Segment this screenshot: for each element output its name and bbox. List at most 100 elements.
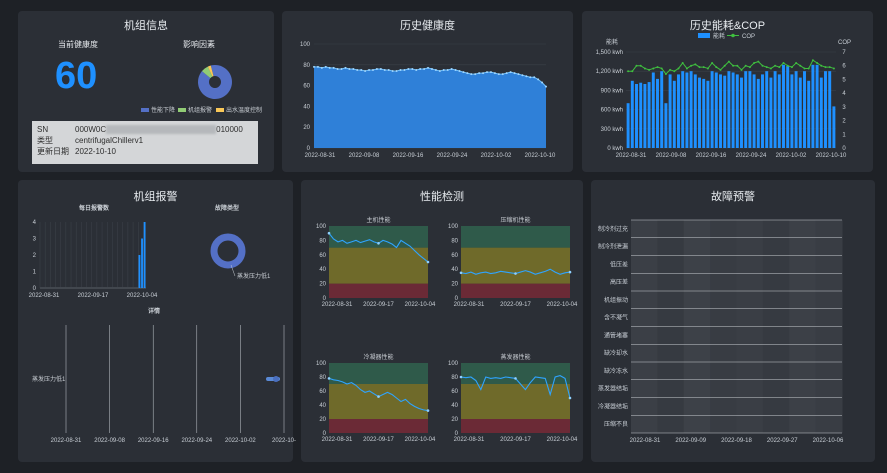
energy-bar [761,74,764,148]
energy-bar [727,71,731,148]
y-tick-label: 80 [451,375,458,381]
cop-point [753,61,756,64]
factor-slice [198,65,233,99]
energy-bar [798,77,802,148]
performance-charts: 主机性能 0 20 40 60 80 100 2022-08-31 2022-09-17 2022… [316,216,578,443]
cop-point [660,67,663,70]
energy-bar [824,71,827,148]
y-tick-label: 80 [319,238,326,244]
cop-point [656,66,659,69]
health-point [497,73,500,76]
energy-bar [731,72,735,148]
health-label: 当前健康度 [58,40,98,49]
fault-warning-title: 故障预警 [711,191,755,203]
x-tick-label: 2022-09-17 [500,437,531,443]
y-tick-label: 40 [303,104,310,110]
y-tick-label: 0 [33,286,37,292]
cop-point [664,72,667,75]
y-right-tick-label: 2 [842,119,846,125]
health-point [450,67,453,70]
cop-point [732,64,735,67]
health-point [364,70,367,73]
cop-point [711,61,714,64]
health-point [493,72,496,75]
y-right-tick-label: 4 [842,91,846,97]
energy-bar [685,72,689,148]
x-tick-label: 2022-10-04 [405,437,436,443]
fault-type-label: 蒸发压力低1 [237,272,271,280]
y-left-tick-label: 300 kwh [601,127,623,133]
y-tick-label: 100 [448,361,459,367]
y-tick-label: 60 [319,253,326,259]
x-tick-label: 2022-08-31 [322,437,353,443]
health-point [340,67,343,70]
health-point [316,65,319,68]
energy-bar [811,64,815,148]
y-left-tick-label: 1,500 kwh [596,50,623,56]
health-point [533,76,536,79]
y-tick-label: 0 [307,146,311,152]
health-point [320,66,323,69]
y-left-tick-label: 1,200 kwh [596,69,623,75]
y-tick-label: 60 [451,389,458,395]
health-point [371,69,374,71]
energy-bar [710,71,714,148]
energy-bar [819,77,823,148]
health-point [501,73,504,76]
energy-bar [815,64,819,148]
health-point [375,67,378,70]
cop-point [824,66,827,69]
cop-point [677,67,680,70]
perf-point [459,375,463,379]
cop-point [774,64,777,67]
health-point [332,66,335,69]
perf-point [514,377,517,380]
unit-info-panel: 机组信息 当前健康度 60 影响因素 性能下降 机组报警 出水温度控制 SN 000W… [18,11,274,172]
energy-cop-title: 历史能耗&COP [689,20,766,32]
y-tick-label: 40 [319,267,326,273]
energy-bar [635,84,638,148]
cop-point [765,66,768,69]
y-left-tick-label: 900 kwh [601,88,623,94]
health-point [466,72,469,75]
x-tick-label: 2022-10-10 [816,153,847,159]
y-right-tick-label: 1 [842,132,846,138]
cop-point [706,67,709,70]
cop-point [690,64,693,67]
energy-bar [681,71,685,148]
perf-point [327,377,331,380]
health-point [489,71,492,74]
health-point [352,67,355,70]
energy-bar [773,71,777,148]
unit-info-box: SN 000W0C 010000 类型 centrifugalChillerv1 更新… [32,121,258,164]
y-tick-label: 100 [316,224,327,230]
x-tick-label: 2022-09-18 [721,438,752,444]
cop-point [635,64,638,67]
health-history-title: 历史健康度 [400,20,455,32]
energy-bar [702,78,706,148]
cop-point [727,60,730,63]
y-left-tick-label: 600 kwh [601,108,623,114]
perf-point [459,271,463,275]
cop-point [740,68,743,71]
health-point [525,75,528,78]
energy-bar [828,71,832,148]
y-right-tick-label: 7 [842,50,846,56]
detail-x-tick-label: 2022-09-16 [138,438,169,444]
fault-row-label: 含不凝气 [604,314,628,322]
x-tick-label: 2022-10-04 [547,437,578,443]
energy-bar [664,103,668,148]
type-label: 类型 [37,136,53,145]
cop-point [719,68,722,71]
energy-bar [630,80,634,148]
right-axis-label: COP [838,40,851,46]
y-tick-label: 40 [451,403,458,409]
cop-point [778,66,781,69]
energy-bar [769,77,773,148]
detail-x-tick-label: 2022-09-24 [181,438,212,444]
health-point [470,73,473,76]
y-tick-label: 60 [319,389,326,395]
energy-bar [790,74,794,148]
alarm-bar [143,222,146,288]
cop-point [723,64,726,67]
